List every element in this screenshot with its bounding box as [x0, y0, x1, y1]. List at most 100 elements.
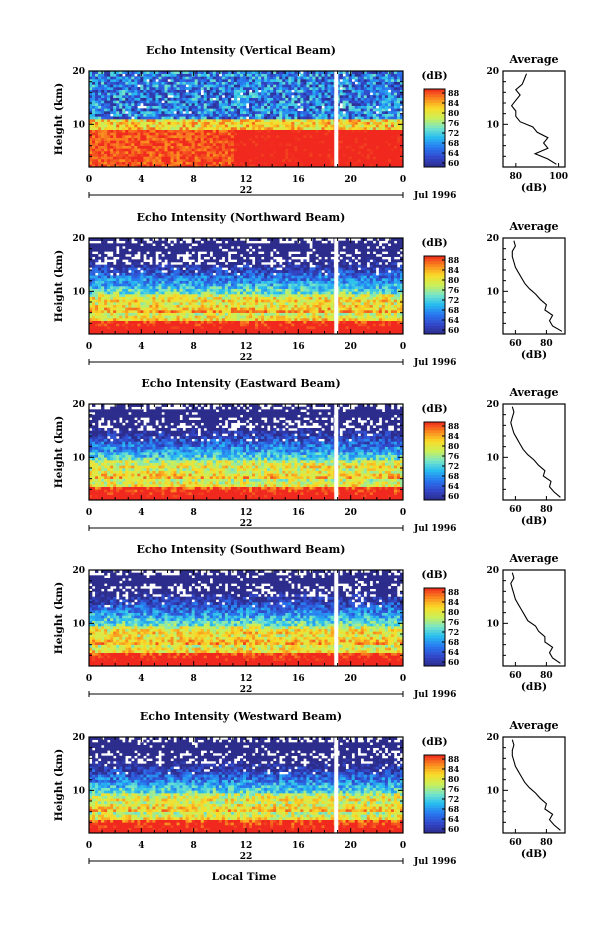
heatmap-cell [276, 82, 279, 85]
heatmap-cell [370, 318, 373, 321]
heatmap-cell [113, 90, 116, 93]
heatmap-cell [376, 323, 379, 326]
heatmap-cell [246, 98, 249, 101]
heatmap-cell [370, 130, 373, 133]
heatmap-cell [273, 114, 276, 117]
heatmap-cell [143, 307, 146, 310]
heatmap-cell [177, 318, 180, 321]
heatmap-cell [177, 143, 180, 146]
heatmap-cell [192, 146, 195, 149]
heatmap-cell [288, 307, 291, 310]
heatmap-cell [219, 151, 222, 154]
heatmap-cell [325, 138, 328, 141]
heatmap-cell [131, 313, 134, 316]
heatmap-cell [367, 329, 370, 332]
heatmap-cell [394, 162, 397, 165]
heatmap-cell [285, 79, 288, 82]
heatmap-cell [168, 90, 171, 93]
heatmap-cell [228, 323, 231, 326]
heatmap-cell [270, 108, 273, 111]
heatmap-cell [186, 103, 189, 106]
heatmap-cell [352, 119, 355, 122]
heatmap-cell [252, 151, 255, 154]
heatmap-cell [364, 130, 367, 133]
heatmap-cell [119, 79, 122, 82]
heatmap-cell [325, 124, 328, 127]
heatmap-cell [373, 315, 376, 318]
heatmap-cell [343, 76, 346, 79]
heatmap-cell [113, 151, 116, 154]
heatmap-cell [370, 135, 373, 138]
heatmap-cell [352, 329, 355, 332]
heatmap-cell [198, 79, 201, 82]
heatmap-cell [364, 148, 367, 151]
heatmap-cell [352, 135, 355, 138]
heatmap-cell [315, 90, 318, 93]
heatmap-cell [367, 114, 370, 117]
heatmap-cell [231, 305, 234, 308]
heatmap-cell [358, 162, 361, 165]
heatmap-cell [349, 95, 352, 98]
heatmap-cell [119, 132, 122, 135]
heatmap-cell [297, 100, 300, 103]
heatmap-cell [237, 321, 240, 324]
heatmap-cell [255, 148, 258, 151]
heatmap-cell [261, 76, 264, 79]
heatmap-cell [379, 87, 382, 90]
heatmap-cell [201, 313, 204, 316]
heatmap-cell [361, 156, 364, 159]
heatmap-cell [276, 98, 279, 101]
heatmap-cell [92, 87, 95, 90]
heatmap-cell [168, 323, 171, 326]
heatmap-cell [309, 138, 312, 141]
heatmap-cell [340, 305, 343, 308]
average-frame [503, 71, 565, 167]
heatmap-cell [309, 100, 312, 103]
heatmap-cell [168, 74, 171, 77]
heatmap-cell [388, 92, 391, 95]
heatmap-cell [240, 79, 243, 82]
heatmap-cell [264, 103, 267, 106]
heatmap-cell [258, 84, 261, 87]
heatmap-cell [146, 87, 149, 90]
heatmap-cell [213, 315, 216, 318]
heatmap-cell [273, 305, 276, 308]
heatmap-cell [119, 135, 122, 138]
heatmap-cell [309, 116, 312, 119]
heatmap-cell [186, 329, 189, 332]
heatmap-cell [379, 116, 382, 119]
heatmap-cell [361, 151, 364, 154]
heatmap-cell [325, 108, 328, 111]
heatmap-cell [234, 132, 237, 135]
heatmap-cell [276, 114, 279, 117]
heatmap-cell [294, 313, 297, 316]
heatmap-cell [306, 326, 309, 329]
heatmap-cell [300, 305, 303, 308]
heatmap-cell [358, 156, 361, 159]
heatmap-cell [282, 84, 285, 87]
heatmap-cell [291, 159, 294, 162]
heatmap-cell [164, 108, 167, 111]
heatmap-cell [164, 321, 167, 324]
heatmap-cell [349, 326, 352, 329]
heatmap-cell [291, 156, 294, 159]
heatmap-cell [379, 108, 382, 111]
heatmap-cell [270, 84, 273, 87]
heatmap-cell [201, 100, 204, 103]
heatmap-cell [213, 146, 216, 149]
heatmap-cell [321, 100, 324, 103]
heatmap-cell [216, 84, 219, 87]
heatmap-cell [328, 95, 331, 98]
heatmap-cell [346, 135, 349, 138]
heatmap-cell [110, 111, 113, 114]
heatmap-cell [394, 90, 397, 93]
heatmap-cell [349, 76, 352, 79]
heatmap-cell [297, 79, 300, 82]
heatmap-cell [198, 124, 201, 127]
heatmap-cell [343, 310, 346, 313]
colorbar-segment [424, 100, 445, 103]
heatmap-cell [270, 116, 273, 119]
heatmap-cell [225, 307, 228, 310]
heatmap-cell [189, 151, 192, 154]
heatmap-cell [312, 100, 315, 103]
